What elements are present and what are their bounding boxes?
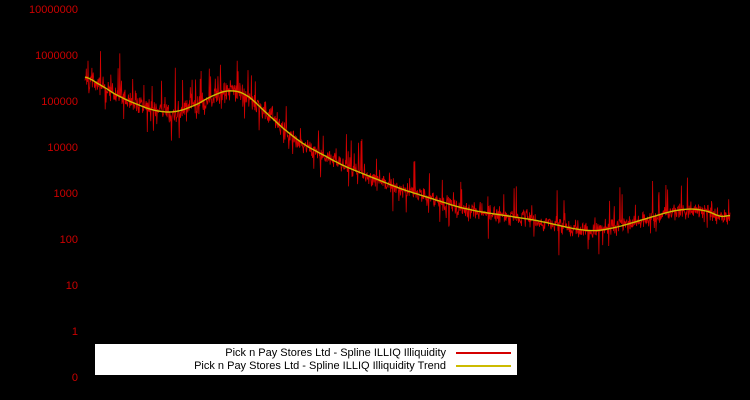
illiquidity-trend-line [84,76,731,232]
legend-entry-trend: Pick n Pay Stores Ltd - Spline ILLIQ Ill… [101,359,511,372]
legend-line-sample-trend [456,364,511,367]
illiquidity-series-line [84,51,731,256]
y-tick-label-1000000: 1000000 [35,50,78,62]
y-tick-label-100: 100 [59,234,78,246]
y-tick-label-1000: 1000 [53,188,78,200]
y-tick-label-10000000: 10000000 [29,4,78,16]
legend-entry-illiquidity: Pick n Pay Stores Ltd - Spline ILLIQ Ill… [101,346,511,359]
y-tick-label-1: 1 [71,326,78,338]
legend-label-illiquidity: Pick n Pay Stores Ltd - Spline ILLIQ Ill… [225,346,446,359]
legend-label-trend: Pick n Pay Stores Ltd - Spline ILLIQ Ill… [194,359,446,372]
legend-line-sample-illiquidity [456,351,511,354]
legend: Pick n Pay Stores Ltd - Spline ILLIQ Ill… [95,344,517,375]
y-tick-label-10: 10 [65,280,78,292]
y-tick-label-100000: 100000 [41,96,78,108]
y-tick-label-0: 0 [71,372,78,384]
y-tick-label-10000: 10000 [47,142,78,154]
